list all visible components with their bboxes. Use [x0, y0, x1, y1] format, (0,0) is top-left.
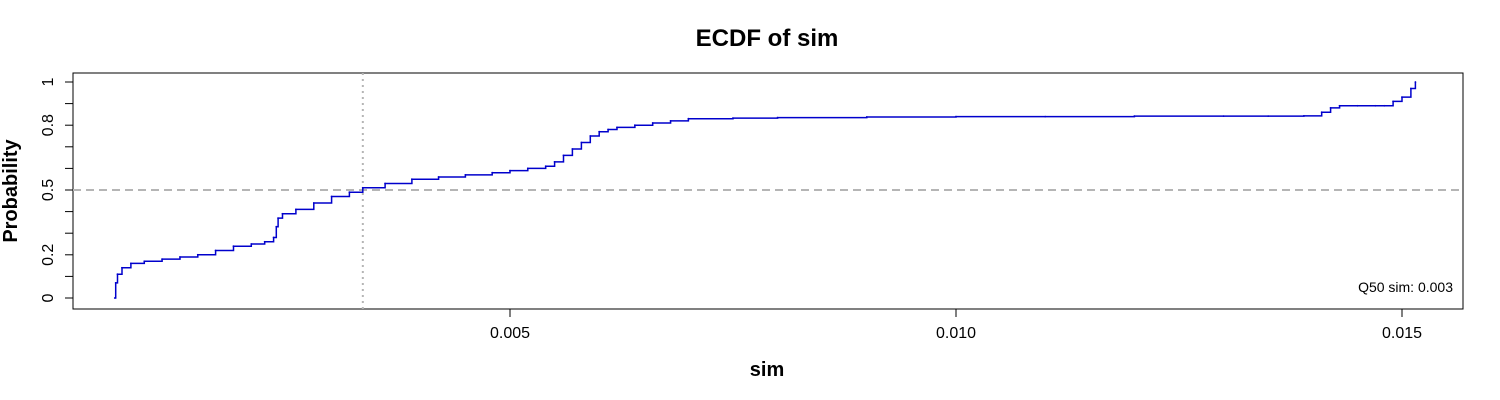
ecdf-point: [250, 243, 253, 245]
series-layer: [113, 81, 1417, 299]
ecdf-point: [1267, 115, 1270, 117]
ecdf-point: [1338, 104, 1341, 107]
x-axis: 0.005 0.010 0.015: [490, 309, 1422, 342]
y-tick-label: 0: [40, 293, 57, 302]
ecdf-point: [214, 249, 217, 252]
ecdf-point: [179, 256, 181, 258]
ecdf-point: [732, 117, 734, 119]
ecdf-point: [384, 182, 386, 185]
ecdf-point: [553, 161, 556, 163]
ecdf-point: [1410, 87, 1412, 90]
ecdf-point: [598, 130, 601, 133]
ecdf-point: [130, 262, 132, 265]
ecdf-point: [275, 225, 278, 228]
x-tick-label: 0.010: [936, 325, 976, 342]
ecdf-point: [1303, 115, 1305, 117]
ecdf-point: [776, 116, 779, 119]
ecdf-point: [1222, 115, 1225, 117]
ecdf-point: [161, 258, 164, 260]
ecdf-point: [143, 260, 146, 263]
ecdf-point: [509, 169, 511, 172]
ecdf-point: [1414, 81, 1417, 83]
ecdf-point: [669, 120, 672, 122]
y-axis: 0 0.2 0.5 0.8 1: [40, 77, 73, 302]
ecdf-point: [361, 186, 364, 189]
x-tick-label: 0.015: [1382, 325, 1422, 342]
ecdf-point: [1401, 96, 1403, 98]
x-tick-label: 0.005: [490, 325, 530, 342]
ecdf-point: [589, 135, 592, 137]
ecdf-point: [348, 191, 351, 194]
ecdf-point: [263, 240, 266, 243]
ecdf-point: [580, 141, 583, 144]
x-axis-title: sim: [750, 359, 784, 381]
ecdf-point: [281, 212, 284, 215]
y-tick-label: 0.2: [40, 244, 57, 266]
chart-title: ECDF of sim: [696, 25, 839, 52]
ecdf-point: [232, 245, 235, 248]
ecdf-point: [491, 171, 494, 174]
ecdf-point: [1329, 107, 1332, 109]
ecdf-point: [114, 282, 117, 284]
y-axis-title: Probability: [0, 138, 22, 242]
ecdf-point: [1374, 104, 1377, 107]
ecdf-point: [544, 165, 547, 168]
ecdf-point: [437, 176, 440, 178]
ecdf-point: [196, 253, 199, 256]
ecdf-point: [687, 117, 690, 120]
y-tick-label: 0.5: [40, 179, 57, 201]
ecdf-point: [562, 154, 565, 157]
reference-lines: [73, 73, 1463, 309]
ecdf-point: [1392, 100, 1394, 103]
ecdf-point: [634, 124, 636, 127]
ecdf-point: [295, 208, 297, 211]
ecdf-point: [330, 195, 333, 198]
ecdf-point: [865, 116, 868, 118]
ecdf-point: [464, 174, 467, 176]
ecdf-point: [1133, 115, 1136, 117]
ecdf-point: [277, 217, 279, 220]
ecdf-point: [1044, 115, 1047, 118]
ecdf-point: [312, 202, 315, 204]
ecdf-point: [571, 148, 574, 150]
y-tick-label: 1: [40, 77, 57, 86]
q50-annotation: Q50 sim: 0.003: [1358, 279, 1453, 295]
ecdf-point: [411, 178, 413, 181]
ecdf-point: [113, 297, 116, 299]
ecdf-point: [955, 115, 957, 118]
ecdf-point: [616, 126, 618, 129]
ecdf-point: [526, 167, 529, 170]
ecdf-point: [121, 266, 123, 269]
ecdf-point: [272, 236, 275, 239]
ecdf-point: [1383, 104, 1386, 107]
ecdf-point: [1320, 111, 1323, 114]
ecdf-point: [651, 122, 654, 124]
ecdf-point: [1356, 104, 1359, 107]
y-tick-label: 0.8: [40, 114, 57, 136]
ecdf-point: [607, 128, 609, 131]
ecdf-point: [116, 273, 119, 276]
